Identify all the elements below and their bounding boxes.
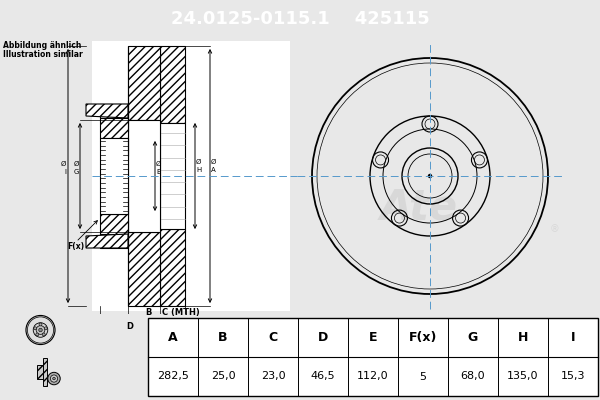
Text: 46,5: 46,5 xyxy=(311,372,335,382)
Text: 282,5: 282,5 xyxy=(157,372,189,382)
Text: 5: 5 xyxy=(419,372,427,382)
Text: Ate: Ate xyxy=(380,186,458,228)
Circle shape xyxy=(44,327,47,330)
Text: E: E xyxy=(369,331,377,344)
Polygon shape xyxy=(86,234,128,248)
Text: C: C xyxy=(268,331,278,344)
Circle shape xyxy=(26,316,55,344)
Text: Ø: Ø xyxy=(211,159,217,165)
Bar xyxy=(43,358,47,386)
Circle shape xyxy=(34,327,37,330)
Bar xyxy=(128,232,160,306)
Text: G: G xyxy=(74,169,79,175)
Polygon shape xyxy=(86,104,128,118)
Bar xyxy=(128,46,160,120)
Bar xyxy=(160,123,185,229)
Text: C (MTH): C (MTH) xyxy=(161,308,199,317)
Text: E: E xyxy=(156,169,160,175)
Text: I: I xyxy=(571,331,575,344)
Text: G: G xyxy=(468,331,478,344)
Text: H: H xyxy=(196,167,201,173)
Bar xyxy=(160,46,185,123)
Circle shape xyxy=(50,375,58,382)
Circle shape xyxy=(36,333,39,336)
Text: F(x): F(x) xyxy=(67,242,84,250)
Text: H: H xyxy=(518,331,528,344)
Text: 135,0: 135,0 xyxy=(507,372,539,382)
Bar xyxy=(100,104,128,118)
Bar xyxy=(37,365,43,379)
Text: Ø: Ø xyxy=(196,159,202,165)
Text: I: I xyxy=(64,169,66,175)
Text: B: B xyxy=(145,308,151,317)
Circle shape xyxy=(53,377,55,380)
Text: 15,3: 15,3 xyxy=(561,372,585,382)
Text: 112,0: 112,0 xyxy=(357,372,389,382)
Text: D: D xyxy=(318,331,328,344)
Text: A: A xyxy=(211,167,216,173)
Bar xyxy=(92,41,290,311)
Text: 23,0: 23,0 xyxy=(260,372,286,382)
Text: B: B xyxy=(218,331,228,344)
Bar xyxy=(100,234,128,248)
Bar xyxy=(128,120,160,232)
Bar xyxy=(160,229,185,306)
Text: Ø: Ø xyxy=(61,161,66,167)
Text: ®: ® xyxy=(550,224,560,234)
Circle shape xyxy=(42,333,45,336)
Bar xyxy=(148,318,598,396)
Circle shape xyxy=(428,174,431,178)
Text: Ø: Ø xyxy=(74,161,79,167)
Circle shape xyxy=(48,372,60,385)
Circle shape xyxy=(39,323,42,326)
Text: 25,0: 25,0 xyxy=(211,372,235,382)
Circle shape xyxy=(39,328,42,332)
Text: D: D xyxy=(127,322,133,331)
Text: A: A xyxy=(168,331,178,344)
Circle shape xyxy=(36,326,45,334)
Bar xyxy=(100,118,128,138)
Text: 68,0: 68,0 xyxy=(461,372,485,382)
Text: 24.0125-0115.1    425115: 24.0125-0115.1 425115 xyxy=(170,10,430,28)
Text: Illustration similar: Illustration similar xyxy=(3,50,83,59)
Text: Abbildung ähnlich: Abbildung ähnlich xyxy=(3,41,82,50)
Circle shape xyxy=(28,317,53,343)
Text: Ø: Ø xyxy=(156,161,161,167)
Text: F(x): F(x) xyxy=(409,331,437,344)
Bar xyxy=(100,214,128,234)
Bar xyxy=(100,138,128,214)
Circle shape xyxy=(33,323,48,337)
